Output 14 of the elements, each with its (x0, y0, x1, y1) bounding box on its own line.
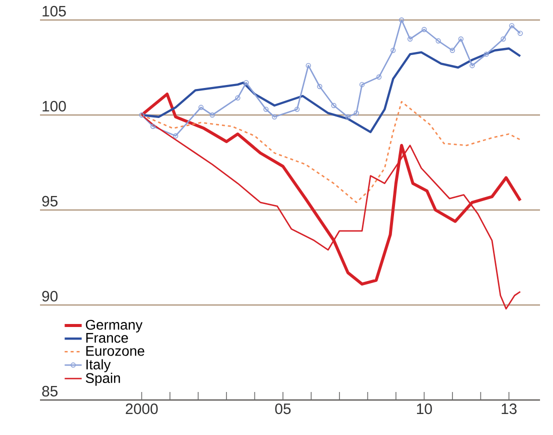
y-tick-label: 105 (42, 6, 66, 16)
legend-label: Eurozone (86, 346, 144, 356)
y-tick-label: 95 (42, 196, 58, 206)
x-tick-label: 05 (275, 404, 291, 414)
y-tick-label: 90 (42, 290, 58, 302)
x-tick-label: 2000 (126, 404, 158, 414)
x-tick-label: 10 (417, 404, 432, 414)
legend-label: Spain (86, 372, 120, 386)
legend-label: France (86, 333, 128, 343)
legend-label: Italy (86, 359, 111, 372)
y-tick-label: 100 (42, 100, 66, 112)
legend-label: Germany (86, 320, 143, 332)
y-tick-label: 85 (42, 386, 58, 396)
x-tick-label: 13 (502, 404, 517, 414)
